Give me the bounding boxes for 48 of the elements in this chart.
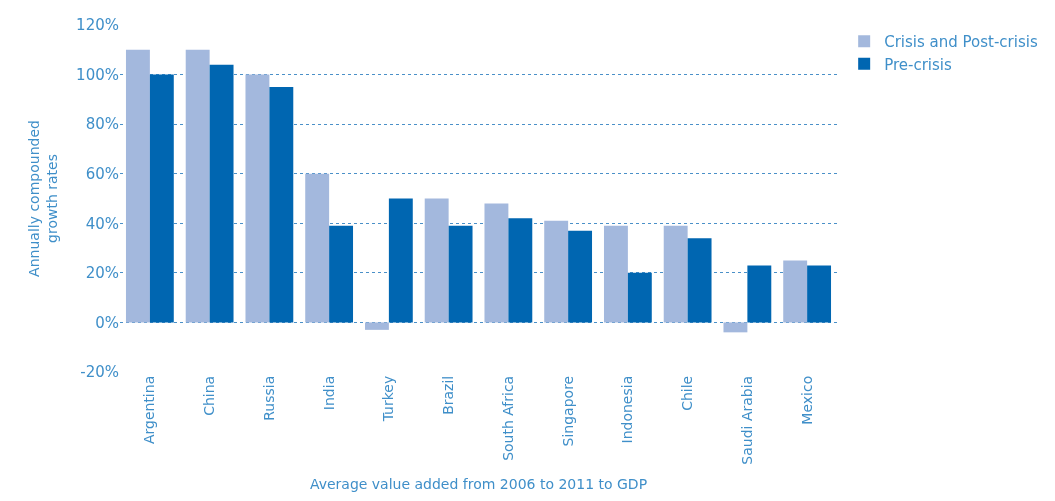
bar (508, 218, 533, 323)
y-tick-label: 60% (85, 164, 119, 183)
bar (269, 86, 294, 323)
bar (747, 265, 772, 323)
bar (568, 230, 593, 323)
y-tick-label: 40% (85, 214, 119, 233)
bar (484, 203, 509, 323)
x-tick-label: Indonesia (619, 375, 636, 444)
bar (364, 322, 389, 330)
x-tick-label: South Africa (499, 375, 516, 461)
bar (329, 225, 354, 323)
y-tick-label: -20% (80, 363, 119, 382)
y-axis-title: Annually compounded growth rates (25, 120, 60, 277)
y-tick-label: 80% (85, 115, 119, 134)
x-tick-label: Singapore (559, 375, 576, 447)
x-tick-label: Argentina (141, 375, 158, 445)
bar (424, 198, 449, 323)
x-tick-label: Saudi Arabia (738, 375, 755, 465)
bar (448, 225, 473, 323)
bar (245, 74, 270, 323)
bar (807, 265, 832, 323)
bar (185, 49, 210, 323)
bar (544, 220, 569, 323)
bar (388, 198, 413, 323)
bar (603, 225, 628, 323)
x-tick-label: Chile (679, 375, 696, 411)
bar (627, 272, 652, 323)
x-tick-label: Brazil (440, 375, 457, 415)
bar (663, 225, 688, 323)
bar (723, 322, 748, 333)
bar (687, 238, 712, 323)
x-tick-label: China (201, 375, 218, 416)
x-axis-title: Average value added from 2006 to 2011 to GDP (309, 475, 648, 492)
bar (149, 74, 174, 323)
y-tick-label: 120% (76, 16, 119, 35)
y-tick-label: 20% (85, 264, 119, 283)
y-tick-label: 100% (76, 65, 119, 84)
bar (125, 49, 150, 323)
x-tick-label: India (320, 375, 337, 411)
y-tick-label: 0% (95, 313, 119, 332)
bar (783, 260, 808, 323)
x-tick-label: Russia (260, 375, 277, 421)
x-tick-label: Mexico (798, 375, 815, 425)
legend-label: Crisis and Post-crisis (884, 33, 1038, 52)
x-tick-label: Turkey (380, 375, 397, 423)
legend-label: Pre-crisis (884, 55, 952, 74)
bar (305, 173, 330, 323)
bar (209, 64, 234, 323)
